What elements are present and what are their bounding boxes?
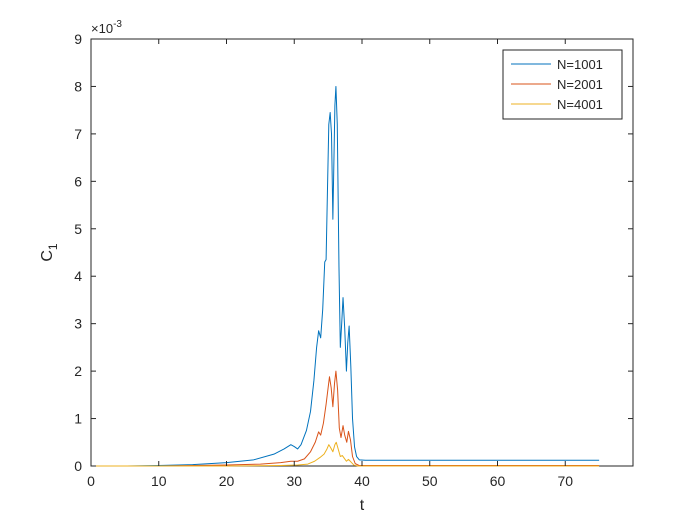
y-axis-label: C1 — [39, 243, 60, 262]
y-exponent-power: -3 — [113, 19, 122, 30]
y-tick-label: 7 — [74, 126, 82, 142]
y-tick-label: 1 — [74, 411, 82, 427]
y-tick-label: 9 — [74, 31, 82, 47]
y-tick-label: 6 — [74, 173, 82, 189]
x-tick-label: 0 — [87, 473, 95, 489]
y-tick-label: 3 — [74, 316, 82, 332]
y-exponent-base: ×10 — [91, 21, 113, 36]
y-tick-label: 2 — [74, 363, 82, 379]
y-axis-label-subscript: 1 — [46, 243, 60, 250]
y-axis-label-main: C — [39, 250, 56, 262]
y-tick-label: 4 — [74, 268, 82, 284]
y-tick-label: 8 — [74, 78, 82, 94]
x-tick-label: 60 — [490, 473, 506, 489]
x-axis-label: t — [360, 497, 365, 514]
legend-label: N=1001 — [557, 57, 603, 72]
x-tick-label: 70 — [557, 473, 573, 489]
ticks-layer: 0 10 20 30 40 50 60 70 0 1 2 3 4 5 6 7 8 9 — [74, 31, 633, 489]
x-tick-label: 30 — [286, 473, 302, 489]
x-tick-label: 40 — [354, 473, 370, 489]
series-line-3 — [91, 441, 600, 467]
legend-label: N=4001 — [557, 97, 603, 112]
legend: N=1001 N=2001 N=4001 — [502, 49, 623, 120]
y-exponent-label: ×10-3 — [91, 19, 122, 36]
y-tick-label: 0 — [74, 458, 82, 474]
y-tick-label: 5 — [74, 221, 82, 237]
legend-label: N=2001 — [557, 77, 603, 92]
labels-layer: t C1 ×10-3 — [39, 19, 365, 514]
x-tick-label: 50 — [422, 473, 438, 489]
x-tick-label: 10 — [151, 473, 167, 489]
series-line-1 — [91, 85, 600, 467]
x-tick-label: 20 — [219, 473, 235, 489]
